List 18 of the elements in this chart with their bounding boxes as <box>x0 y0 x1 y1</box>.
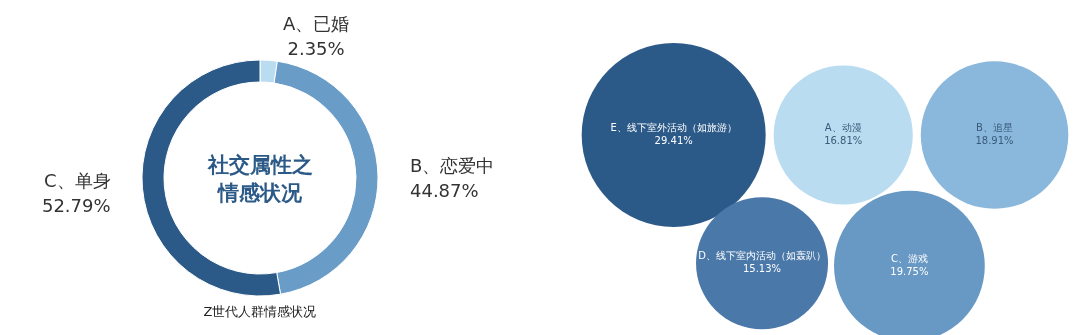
text: 社交属性之情感状况 <box>206 153 313 205</box>
data-label: 29.41% <box>654 135 693 146</box>
category-label: A、动漫 <box>824 122 862 133</box>
category-label: E、线下室外活动（如旅游） <box>610 122 737 133</box>
data-label: 19.75% <box>890 266 929 278</box>
data-label: 16.81% <box>824 135 863 146</box>
slice-label: C、单身 <box>44 170 111 192</box>
data-label: 2.35% <box>287 38 345 60</box>
category-label: C、游戏 <box>890 253 928 265</box>
category-label: D、线下室内活动（如轰趴） <box>698 250 826 262</box>
data-label: 15.13% <box>742 263 782 275</box>
data-label: 52.79% <box>41 195 111 217</box>
slice-label: B、恋爱中 <box>409 154 495 176</box>
slice-label: A、已婚 <box>282 13 350 35</box>
text: Z世代人群情感状况 <box>203 304 317 319</box>
data-label: 44.87% <box>409 179 479 201</box>
data-label: 18.91% <box>975 135 1014 146</box>
category-label: B、追星 <box>976 122 1013 133</box>
